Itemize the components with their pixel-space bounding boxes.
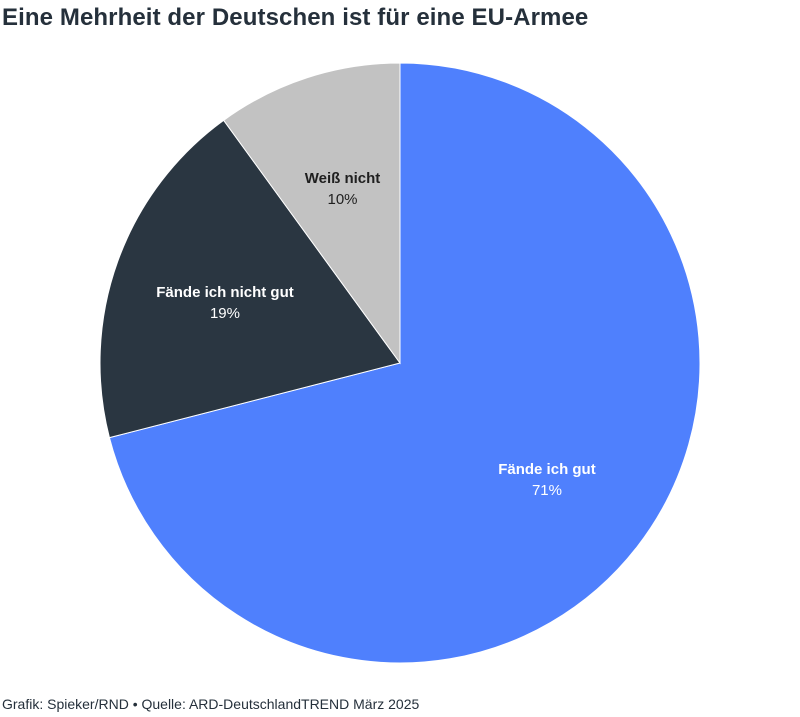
slice-label-faende-ich-nicht-gut: Fände ich nicht gut — [156, 284, 294, 301]
chart-title: Eine Mehrheit der Deutschen ist für eine… — [2, 4, 589, 31]
pie-slice-faende-ich-gut — [108, 62, 701, 664]
pie-slice-weiss-nicht — [222, 62, 401, 365]
pie-labels: Fände ich gut 71% Fände ich nicht gut 19% We… — [156, 170, 595, 499]
pie-slices — [99, 62, 701, 664]
slice-value-faende-ich-nicht-gut: 19% — [210, 305, 240, 322]
slice-value-faende-ich-gut: 71% — [532, 482, 562, 499]
slice-label-weiss-nicht: Weiß nicht — [305, 170, 381, 187]
slice-value-weiss-nicht: 10% — [328, 191, 358, 208]
pie-slice-faende-ich-nicht-gut — [99, 119, 401, 439]
source-footer: Grafik: Spieker/RND • Quelle: ARD-Deutsc… — [2, 696, 420, 712]
slice-label-faende-ich-gut: Fände ich gut — [498, 461, 596, 478]
